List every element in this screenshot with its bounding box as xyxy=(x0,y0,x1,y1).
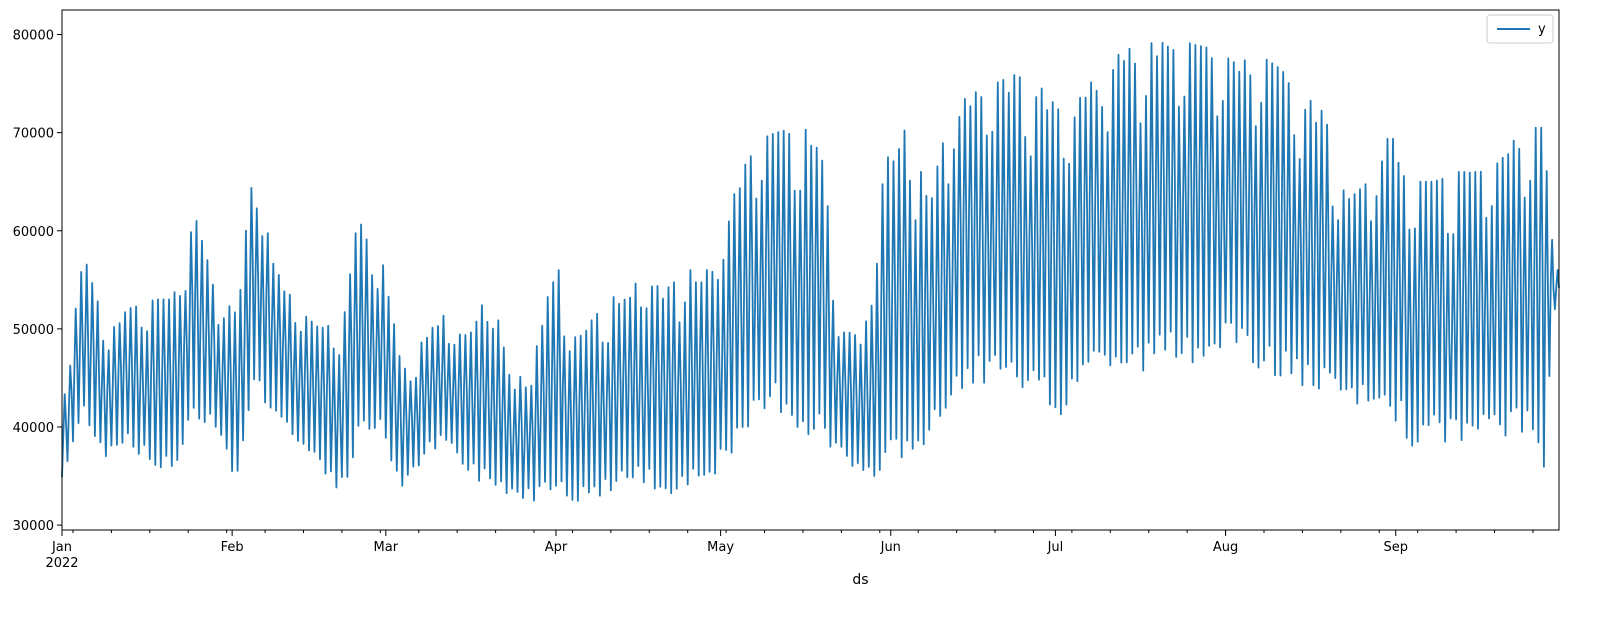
y-tick-label: 80000 xyxy=(13,29,54,44)
x-tick-label: Mar xyxy=(374,540,399,555)
x-tick-label: Aug xyxy=(1213,540,1238,555)
y-tick-label: 30000 xyxy=(13,519,54,534)
x-tick-label: Jan xyxy=(51,540,72,555)
x-tick-sublabel: 2022 xyxy=(45,556,78,571)
x-tick-label: May xyxy=(707,540,734,555)
series-line-y xyxy=(61,41,1560,502)
series-layer xyxy=(61,41,1560,502)
y-tick-label: 60000 xyxy=(13,225,54,240)
y-tick-label: 70000 xyxy=(13,127,54,142)
x-tick-label: Jun xyxy=(880,540,901,555)
x-tick-label: Apr xyxy=(545,540,568,555)
x-axis-label: ds xyxy=(852,572,868,588)
x-tick-label: Sep xyxy=(1383,540,1408,555)
y-tick-label: 50000 xyxy=(13,323,54,338)
legend-label-y: y xyxy=(1538,22,1546,37)
y-axis: 30000 40000 50000 60000 70000 80000 xyxy=(13,29,62,534)
x-tick-label: Jul xyxy=(1047,540,1064,555)
x-tick-label: Feb xyxy=(221,540,244,555)
legend: y xyxy=(1486,14,1554,44)
y-tick-label: 40000 xyxy=(13,421,54,436)
plot-frame xyxy=(61,9,1560,531)
